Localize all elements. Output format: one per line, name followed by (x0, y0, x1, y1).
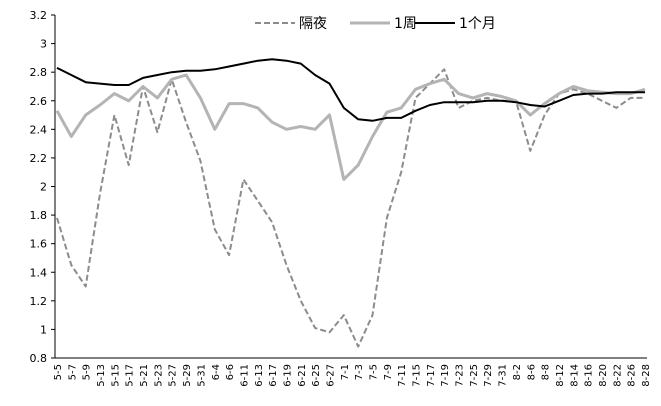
x-tick-label: 8-16 (584, 364, 595, 387)
y-tick-label: 2.4 (30, 123, 48, 136)
x-tick-label: 7-5 (369, 364, 380, 380)
x-tick-label: 5-21 (139, 364, 150, 387)
x-tick-label: 8-28 (641, 364, 652, 387)
series-line (55, 73, 646, 181)
y-tick-label: 3.2 (30, 9, 48, 22)
x-tick-label: 7-19 (440, 364, 451, 387)
x-tick-label: 5-5 (53, 364, 64, 380)
x-tick-label: 6-6 (225, 364, 236, 380)
y-tick-label: 1.2 (30, 295, 48, 308)
y-tick-label: 1.6 (30, 238, 48, 251)
x-tick-label: 6-11 (239, 364, 250, 387)
y-tick-label: 2.6 (30, 95, 48, 108)
x-tick-label: 7-15 (412, 364, 423, 387)
x-tick-label: 8-8 (541, 364, 552, 380)
x-tick-label: 7-29 (483, 364, 494, 387)
x-tick-label: 5-17 (125, 364, 136, 387)
x-tick-label: 5-29 (182, 364, 193, 387)
x-tick-label: 5-13 (96, 364, 107, 387)
y-tick-label: 2.8 (30, 66, 48, 79)
x-tick-label: 6-25 (311, 364, 322, 387)
x-tick-label: 7-25 (469, 364, 480, 387)
y-tick-label: 1.4 (30, 266, 48, 279)
x-tick-label: 5-31 (196, 364, 207, 387)
x-tick-label: 8-20 (598, 364, 609, 387)
x-tick-label: 8-22 (612, 364, 623, 387)
x-tick-label: 6-17 (268, 364, 279, 387)
y-tick-label: 1 (40, 323, 47, 336)
y-tick-label: 2 (40, 181, 47, 194)
legend-label: 1周 (394, 16, 417, 32)
y-tick-label: 2.2 (30, 152, 48, 165)
series-line (56, 58, 645, 122)
y-tick-label: 3 (40, 38, 47, 51)
y-tick-label: 0.8 (30, 352, 48, 365)
x-tick-label: 7-17 (426, 364, 437, 387)
x-tick-label: 6-21 (297, 364, 308, 387)
x-tick-label: 7-11 (397, 364, 408, 387)
x-tick-label: 5-27 (168, 364, 179, 387)
x-tick-label: 8-6 (526, 364, 537, 380)
x-tick-label: 6-13 (254, 364, 265, 387)
x-tick-label: 8-12 (555, 364, 566, 387)
x-tick-label: 7-9 (383, 364, 394, 380)
x-tick-label: 7-23 (455, 364, 466, 387)
series-line (56, 68, 645, 348)
x-tick-label: 8-2 (512, 364, 523, 380)
x-tick-label: 7-31 (498, 364, 509, 387)
x-tick-label: 8-26 (627, 364, 638, 387)
legend-label: 1个月 (459, 16, 496, 32)
x-tick-label: 5-23 (153, 364, 164, 387)
y-tick-label: 1.8 (30, 209, 48, 222)
x-tick-label: 8-14 (569, 364, 580, 387)
x-tick-label: 6-4 (211, 364, 222, 380)
legend-label: 隔夜 (299, 16, 327, 32)
x-tick-label: 5-9 (82, 364, 93, 380)
x-tick-label: 5-15 (110, 364, 121, 387)
x-tick-label: 7-3 (354, 364, 365, 380)
x-tick-label: 5-7 (67, 364, 78, 380)
x-tick-label: 6-27 (325, 364, 336, 387)
x-tick-label: 7-1 (340, 364, 351, 380)
x-tick-label: 6-19 (282, 364, 293, 387)
